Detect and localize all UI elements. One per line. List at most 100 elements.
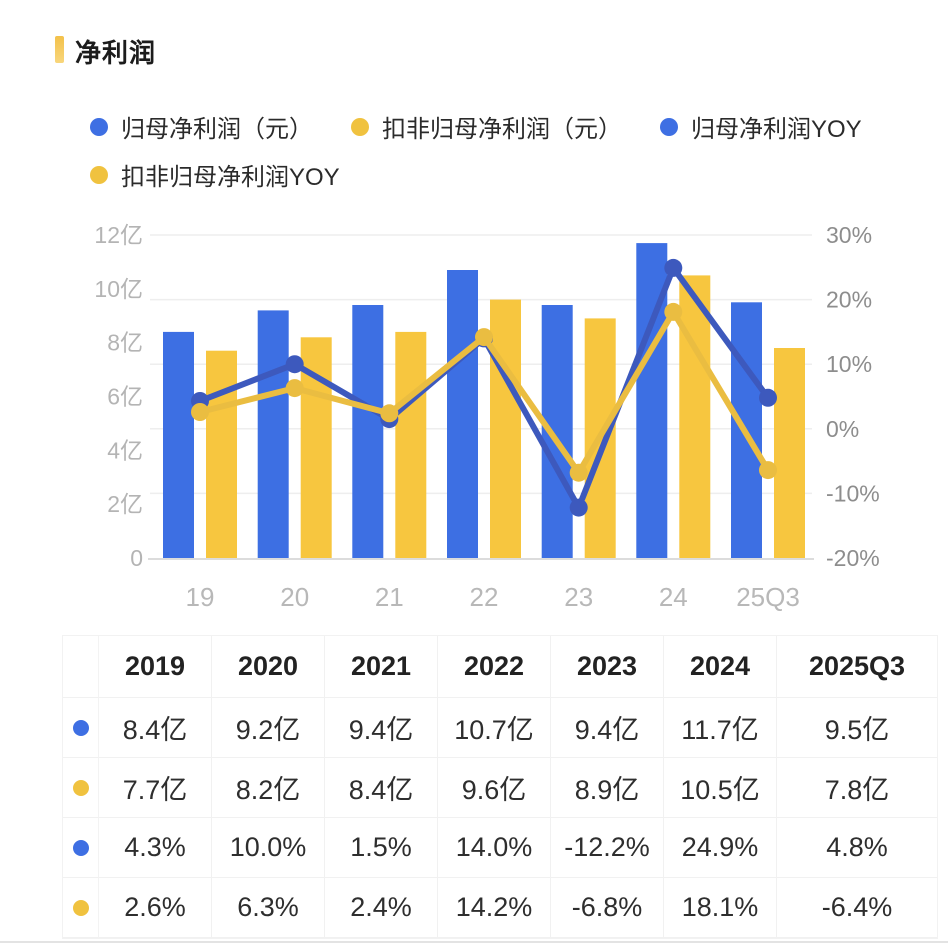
table-cell: 1.5% xyxy=(325,818,438,878)
table-cell: 6.3% xyxy=(212,878,325,938)
line-deducted-net-profit-yoy-point[interactable] xyxy=(285,379,304,398)
line-deducted-net-profit-yoy-point[interactable] xyxy=(569,463,588,482)
title-accent-bar xyxy=(55,36,64,63)
legend-item-label: 扣非归母净利润YOY xyxy=(121,164,340,191)
left-axis-ticks: 12亿 10亿 8亿 6亿 4亿 2亿 0 xyxy=(94,222,143,571)
bar-deducted-net-profit[interactable] xyxy=(206,350,237,558)
axis-tick: 6亿 xyxy=(107,384,143,410)
blue-dot-icon xyxy=(72,719,89,736)
table-cell: 10.5亿 xyxy=(664,758,777,818)
legend-row-2: 扣非归母净利润YOY xyxy=(90,157,340,192)
table-cell: 8.9亿 xyxy=(551,758,664,818)
line-deducted-net-profit-yoy-point[interactable] xyxy=(664,302,683,321)
blue-dot-icon xyxy=(660,117,678,136)
yellow-dot-icon xyxy=(72,899,89,916)
table-header-cell: 2019 xyxy=(99,636,212,698)
x-axis-tick: 20 xyxy=(280,582,309,612)
axis-tick: 12亿 xyxy=(94,222,143,248)
table-header-cell: 2024 xyxy=(664,636,777,698)
table-header-cell: 2020 xyxy=(212,636,325,698)
table-cell: 7.7亿 xyxy=(99,758,212,818)
table-cell: 8.4亿 xyxy=(99,698,212,758)
x-axis-tick: 22 xyxy=(470,582,499,612)
table-header-cell: 2023 xyxy=(551,636,664,698)
legend-row-1: 归母净利润（元） 扣非归母净利润（元） 归母净利润YOY xyxy=(90,109,862,144)
table-header-cell: 2022 xyxy=(438,636,551,698)
x-axis-tick: 23 xyxy=(564,582,593,612)
line-deducted-net-profit-yoy-point[interactable] xyxy=(475,328,493,347)
bar-net-profit[interactable] xyxy=(163,331,194,558)
table-cell: 14.2% xyxy=(438,878,551,938)
legend-item-label: 归母净利润YOY xyxy=(691,116,862,143)
table-cell: 4.8% xyxy=(777,818,937,878)
legend-item-net-profit[interactable]: 归母净利润（元） xyxy=(90,109,313,144)
table-cell: 7.8亿 xyxy=(777,758,937,818)
table-cell: -6.4% xyxy=(777,878,937,938)
table-cell: 9.6亿 xyxy=(438,758,551,818)
table-cell: 9.4亿 xyxy=(551,698,664,758)
table-cell: 8.4亿 xyxy=(325,758,438,818)
x-axis-ticks: 19 20 21 22 23 24 25Q3 xyxy=(186,582,800,612)
table-cell: 18.1% xyxy=(664,878,777,938)
bar-net-profit[interactable] xyxy=(447,270,478,558)
table-cell: 9.5亿 xyxy=(777,698,937,758)
legend-item-deducted-net-profit[interactable]: 扣非归母净利润（元） xyxy=(351,109,622,144)
row-series-dot-cell xyxy=(63,878,99,938)
table-cell: 10.7亿 xyxy=(438,698,551,758)
table-cell: 9.4亿 xyxy=(325,698,438,758)
yellow-dot-icon xyxy=(72,779,89,796)
table-cell: 9.2亿 xyxy=(212,698,325,758)
yellow-dot-icon xyxy=(90,165,108,184)
axis-tick: 10% xyxy=(826,351,872,377)
axis-tick: 0 xyxy=(130,545,143,571)
x-axis-tick: 19 xyxy=(186,582,215,612)
legend-item-label: 扣非归母净利润（元） xyxy=(382,116,622,143)
line-deducted-net-profit-yoy-point[interactable] xyxy=(759,461,777,480)
table-corner-cell xyxy=(63,636,99,698)
legend-item-net-profit-yoy[interactable]: 归母净利润YOY xyxy=(660,109,862,144)
bar-deducted-net-profit[interactable] xyxy=(395,331,427,558)
bar-net-profit[interactable] xyxy=(257,310,289,558)
axis-tick: 10亿 xyxy=(94,276,143,302)
bar-deducted-net-profit[interactable] xyxy=(679,275,711,558)
x-axis-tick: 24 xyxy=(659,582,688,612)
axis-tick: -10% xyxy=(826,480,880,506)
legend-item-deducted-net-profit-yoy[interactable]: 扣非归母净利润YOY xyxy=(90,157,340,192)
axis-tick: 20% xyxy=(826,287,872,313)
line-deducted-net-profit-yoy-point[interactable] xyxy=(380,404,399,423)
table-cell: 2.4% xyxy=(325,878,438,938)
table-cell: 10.0% xyxy=(212,818,325,878)
x-axis-tick: 21 xyxy=(375,582,404,612)
bar-deducted-net-profit[interactable] xyxy=(774,348,805,558)
line-net-profit-yoy-point[interactable] xyxy=(664,258,683,277)
line-net-profit-yoy-point[interactable] xyxy=(285,355,304,374)
table-cell: 2.6% xyxy=(99,878,212,938)
table-cell: 8.2亿 xyxy=(212,758,325,818)
page-title: 净利润 xyxy=(75,38,157,68)
line-net-profit-yoy-point[interactable] xyxy=(569,498,588,517)
blue-dot-icon xyxy=(72,839,89,856)
table-cell: 24.9% xyxy=(664,818,777,878)
axis-tick: 2亿 xyxy=(107,491,143,517)
axis-tick: -20% xyxy=(826,545,880,571)
net-profit-chart: 12亿 10亿 8亿 6亿 4亿 2亿 0 30% 20% 10% 0% -10… xyxy=(94,222,880,612)
table-cell: 11.7亿 xyxy=(664,698,777,758)
table-cell: 14.0% xyxy=(438,818,551,878)
bar-net-profit[interactable] xyxy=(352,305,384,558)
row-series-dot-cell xyxy=(63,698,99,758)
axis-tick: 30% xyxy=(826,222,872,248)
axis-tick: 8亿 xyxy=(107,330,143,356)
blue-dot-icon xyxy=(90,117,108,136)
legend-item-label: 归母净利润（元） xyxy=(121,116,313,143)
line-net-profit-yoy-point[interactable] xyxy=(759,388,777,407)
axis-tick: 0% xyxy=(826,416,859,442)
table-header-cell: 2025Q3 xyxy=(777,636,937,698)
x-axis-tick: 25Q3 xyxy=(736,582,800,612)
bar-deducted-net-profit[interactable] xyxy=(490,299,521,558)
table-cell: -12.2% xyxy=(551,818,664,878)
row-series-dot-cell xyxy=(63,818,99,878)
axis-tick: 4亿 xyxy=(107,437,143,463)
bottom-divider xyxy=(0,941,948,943)
line-deducted-net-profit-yoy-point[interactable] xyxy=(191,403,209,421)
